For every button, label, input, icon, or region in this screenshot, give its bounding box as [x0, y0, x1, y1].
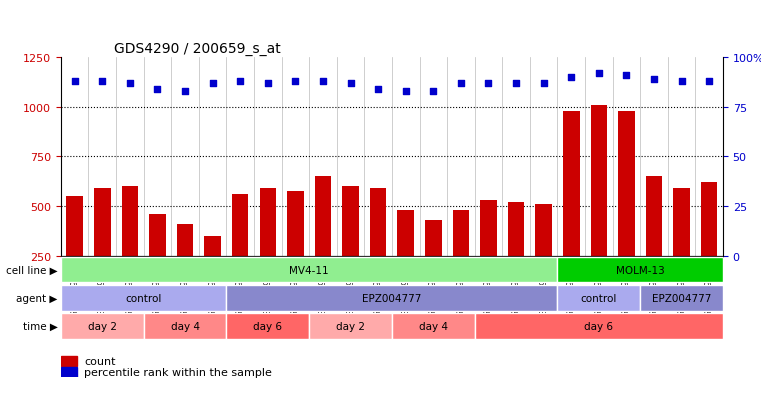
Point	[620, 72, 632, 79]
FancyBboxPatch shape	[557, 285, 640, 311]
Point	[179, 88, 191, 95]
FancyBboxPatch shape	[557, 257, 723, 283]
Text: control: control	[581, 293, 617, 303]
Bar	[61, 356, 78, 366]
Bar	[177, 224, 193, 306]
Point	[234, 78, 247, 85]
Bar	[701, 183, 718, 306]
Bar	[508, 202, 524, 306]
FancyBboxPatch shape	[61, 285, 227, 311]
Bar	[260, 189, 276, 306]
Point	[565, 74, 578, 81]
Bar	[94, 189, 110, 306]
FancyBboxPatch shape	[475, 313, 723, 339]
FancyBboxPatch shape	[392, 313, 475, 339]
Bar	[370, 189, 387, 306]
Bar	[673, 189, 689, 306]
Bar	[66, 197, 83, 306]
Bar	[591, 105, 607, 306]
Point	[676, 78, 688, 85]
Point	[68, 78, 81, 85]
Bar	[480, 201, 497, 306]
FancyBboxPatch shape	[309, 313, 392, 339]
Bar	[563, 112, 580, 306]
Text: day 4: day 4	[170, 321, 199, 331]
Bar	[149, 214, 166, 306]
Text: percentile rank within the sample: percentile rank within the sample	[84, 368, 272, 377]
Point	[206, 80, 218, 87]
Point	[400, 88, 412, 95]
Bar	[314, 177, 331, 306]
Point	[482, 80, 495, 87]
Bar	[425, 221, 441, 306]
Point	[593, 70, 605, 77]
Bar	[535, 204, 552, 306]
Point	[372, 86, 384, 93]
Bar	[397, 211, 414, 306]
Bar	[645, 177, 662, 306]
Text: GDS4290 / 200659_s_at: GDS4290 / 200659_s_at	[114, 41, 281, 55]
FancyBboxPatch shape	[640, 285, 723, 311]
Point	[124, 80, 136, 87]
Point	[289, 78, 301, 85]
Bar	[287, 192, 304, 306]
Bar	[453, 211, 469, 306]
FancyBboxPatch shape	[61, 313, 144, 339]
Bar	[232, 195, 248, 306]
Text: count: count	[84, 356, 116, 366]
Point	[648, 76, 660, 83]
Bar	[342, 187, 358, 306]
Text: control: control	[126, 293, 162, 303]
Text: time ▶: time ▶	[23, 321, 58, 331]
Point	[510, 80, 522, 87]
Point	[151, 86, 164, 93]
Point	[345, 80, 357, 87]
FancyBboxPatch shape	[227, 285, 557, 311]
Text: MOLM-13: MOLM-13	[616, 265, 664, 275]
Bar	[122, 187, 139, 306]
FancyBboxPatch shape	[144, 313, 227, 339]
Point	[262, 80, 274, 87]
Point	[537, 80, 549, 87]
FancyBboxPatch shape	[61, 257, 557, 283]
Text: day 6: day 6	[253, 321, 282, 331]
Bar	[204, 236, 221, 306]
Text: EPZ004777: EPZ004777	[652, 293, 712, 303]
Text: day 2: day 2	[336, 321, 365, 331]
Text: day 4: day 4	[419, 321, 447, 331]
Point	[455, 80, 467, 87]
Text: day 2: day 2	[88, 321, 116, 331]
Text: day 6: day 6	[584, 321, 613, 331]
Text: MV4-11: MV4-11	[289, 265, 329, 275]
Point	[427, 88, 439, 95]
FancyBboxPatch shape	[227, 313, 309, 339]
Bar	[61, 368, 78, 377]
Point	[96, 78, 108, 85]
Text: cell line ▶: cell line ▶	[6, 265, 58, 275]
Point	[317, 78, 329, 85]
Text: agent ▶: agent ▶	[17, 293, 58, 303]
Text: EPZ004777: EPZ004777	[362, 293, 422, 303]
Point	[703, 78, 715, 85]
Bar	[618, 112, 635, 306]
